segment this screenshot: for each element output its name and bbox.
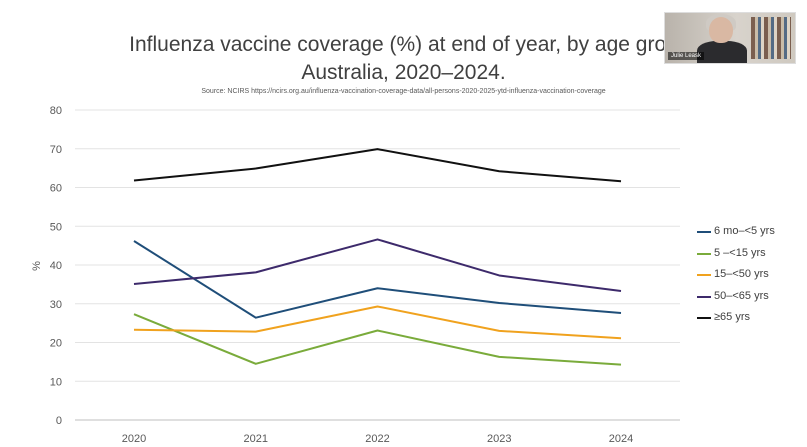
chart-gridlines — [75, 109, 680, 421]
chart-series — [133, 148, 622, 366]
y-tick-label: 0 — [56, 415, 62, 427]
legend-label: ≥65 yrs — [714, 311, 750, 323]
person-body-image — [697, 41, 747, 63]
webcam-overlay: Julie Leask — [664, 12, 796, 64]
y-tick-label: 40 — [50, 260, 62, 272]
x-tick-labels: 2020 2021 2022 2023 2024 — [122, 433, 633, 445]
chart-title-line-1: Influenza vaccine coverage (%) at end of… — [129, 33, 678, 56]
legend-label: 5 –<15 yrs — [714, 246, 766, 259]
webcam-name-label: Julie Leask — [668, 52, 705, 60]
series-line-4 — [133, 148, 622, 183]
legend-swatch — [697, 231, 711, 233]
chart-title-line-2: Australia, 2020–2024. — [301, 61, 506, 84]
y-tick-labels: 0 10 20 30 40 50 60 70 80 — [50, 105, 62, 427]
x-tick-label: 2021 — [244, 433, 268, 445]
x-tick-label: 2022 — [365, 433, 389, 445]
person-face-image — [709, 17, 733, 43]
bookshelf-image — [751, 17, 791, 59]
legend-label: 6 mo–<5 yrs — [714, 225, 775, 237]
y-tick-label: 30 — [50, 299, 62, 311]
series-line-2 — [133, 305, 622, 340]
series-line-1 — [133, 313, 622, 366]
y-tick-label: 80 — [50, 105, 62, 117]
chart-source: Source: NCIRS https://ncirs.org.au/influ… — [201, 88, 606, 95]
legend-label: 50–<65 yrs — [714, 289, 769, 302]
legend-swatch — [697, 274, 711, 276]
legend-label: 15–<50 yrs — [714, 268, 769, 280]
y-tick-label: 50 — [50, 221, 62, 233]
y-tick-label: 10 — [50, 376, 62, 388]
legend-swatch — [697, 317, 711, 319]
y-tick-label: 20 — [50, 338, 62, 350]
y-axis-label: % — [31, 261, 43, 271]
x-tick-label: 2024 — [609, 433, 633, 445]
y-tick-label: 60 — [50, 183, 62, 195]
legend-swatch — [697, 252, 711, 255]
x-tick-label: 2020 — [122, 433, 146, 445]
legend-swatch — [697, 295, 711, 298]
y-tick-label: 70 — [50, 144, 62, 156]
x-tick-label: 2023 — [487, 433, 511, 445]
